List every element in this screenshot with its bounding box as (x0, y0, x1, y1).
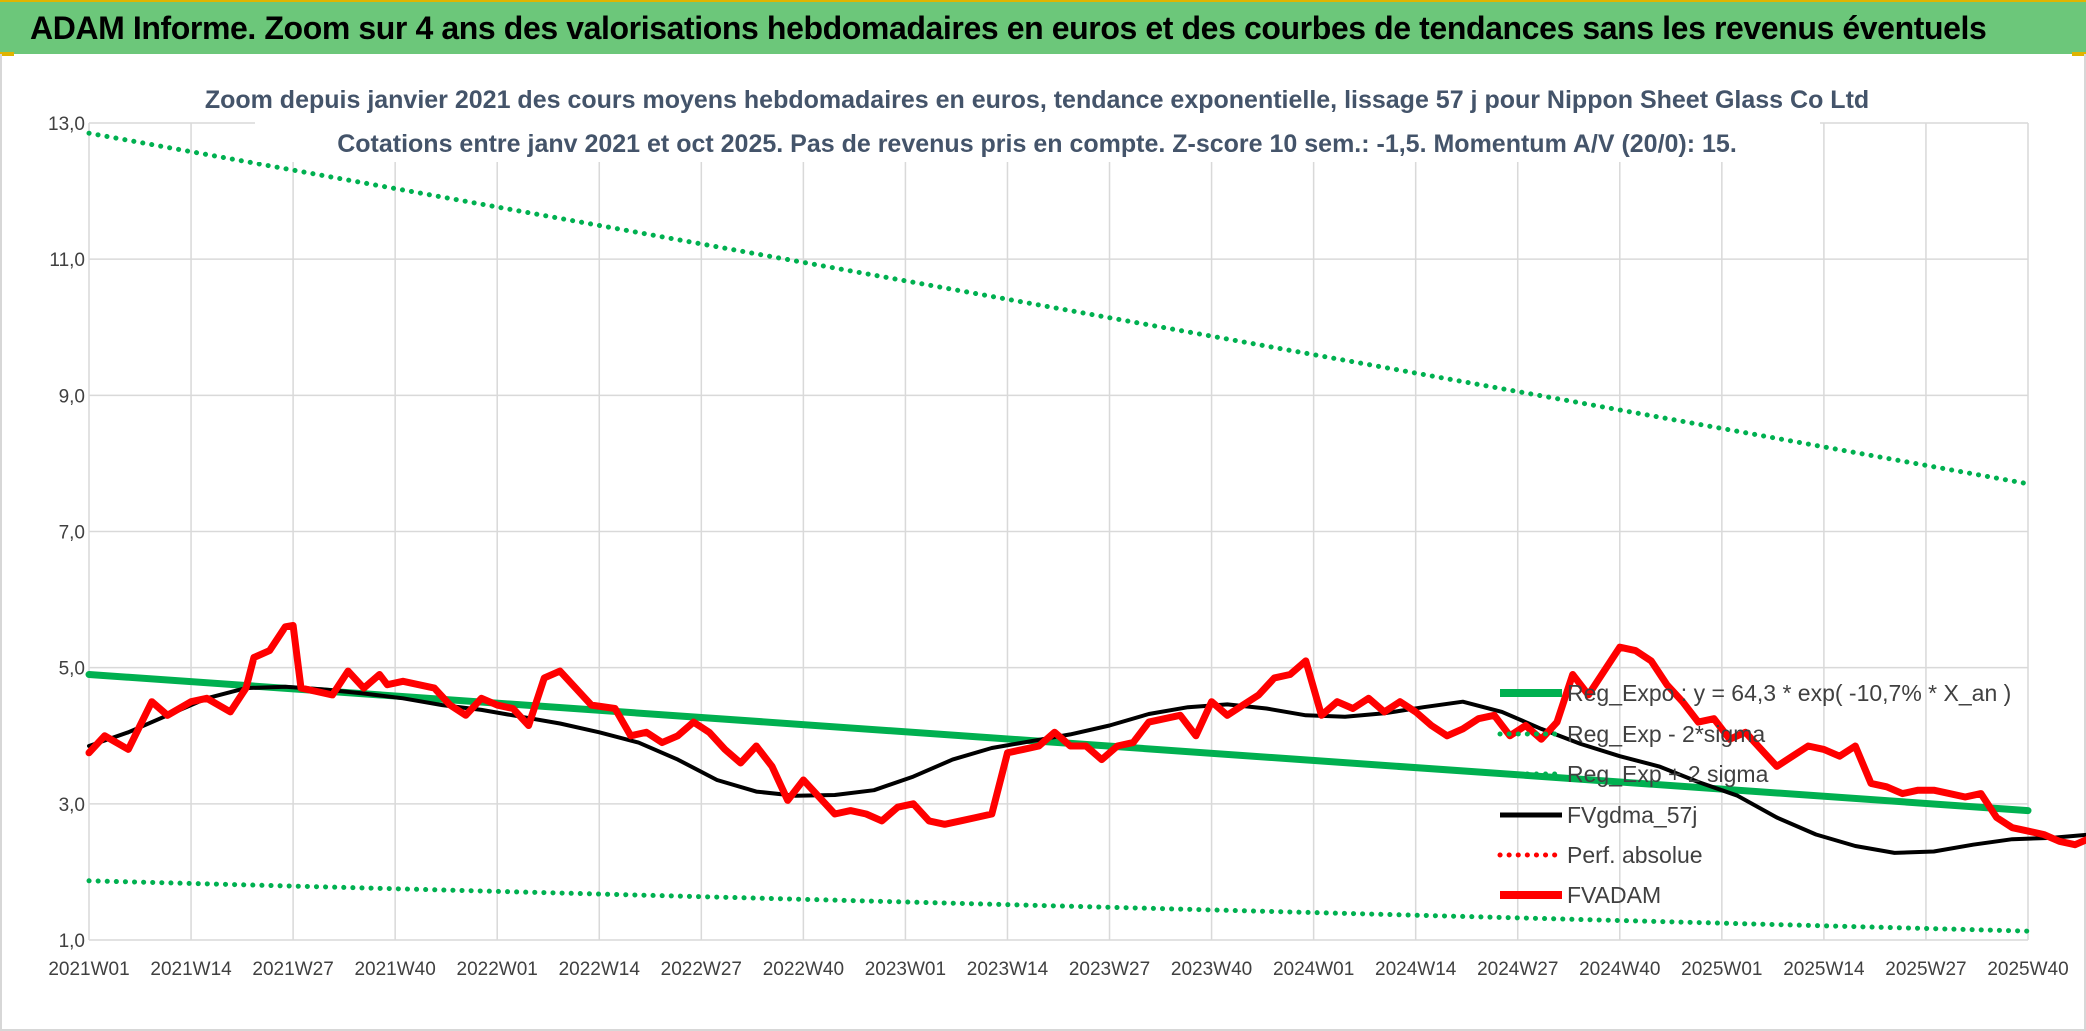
y-tick-label: 9,0 (59, 386, 85, 407)
x-tick-label: 2024W14 (1375, 959, 1457, 980)
x-tick-label: 2025W01 (1681, 959, 1762, 980)
x-tick-label: 2023W01 (865, 959, 946, 980)
series-line-fvadam (85, 622, 2086, 849)
chart-frame (0, 54, 2086, 1031)
y-tick-label: 7,0 (59, 523, 85, 544)
legend-label-reg-exp-minus: Reg_Exp - 2*sigma (1567, 721, 1765, 747)
legend-item-perf-absolue: Perf. absolue (1497, 842, 1703, 868)
series-layer (85, 130, 2086, 934)
tick-layer: 1,0 3,0 5,0 7,0 9,0 11,0 13,0 2021W01 2021W14 202… (48, 114, 2069, 980)
chart-title: Zoom depuis janvier 2021 des cours moyen… (205, 86, 1869, 114)
x-tick-label: 2023W14 (967, 959, 1049, 980)
x-tick-label: 2025W14 (1783, 959, 1865, 980)
header-title: ADAM Informe. Zoom sur 4 ans des valoris… (30, 10, 1987, 46)
legend: Reg_Expo : y = 64,3 * exp( -10,7% * X_an… (1497, 680, 2011, 908)
x-tick-label: 2025W40 (1987, 959, 2068, 980)
x-tick-label: 2023W40 (1171, 959, 1252, 980)
legend-label-perf-absolue: Perf. absolue (1567, 842, 1703, 868)
legend-label-fvgdma: FVgdma_57j (1567, 802, 1697, 828)
y-tick-label: 5,0 (59, 659, 85, 680)
series-line-reg-expo (85, 671, 2032, 815)
x-tick-label: 2021W14 (150, 959, 232, 980)
y-tick-label: 13,0 (48, 114, 85, 135)
legend-label-reg-exp-plus: Reg_Exp + 2 sigma (1567, 761, 1769, 787)
legend-item-fvgdma: FVgdma_57j (1500, 802, 1697, 828)
banner-corner-right (2072, 52, 2086, 56)
x-tick-label: 2022W40 (763, 959, 844, 980)
series-line-reg-exp (86, 878, 2031, 934)
chart-title-background (255, 82, 1820, 162)
x-tick-label: 2024W01 (1273, 959, 1354, 980)
legend-label-fvadam: FVADAM (1567, 882, 1661, 908)
x-tick-label: 2024W40 (1579, 959, 1660, 980)
banner-corner-left (0, 52, 14, 56)
legend-item-reg-exp-plus: Reg_Exp + 2 sigma (1497, 761, 1769, 787)
chart-title-group: Zoom depuis janvier 2021 des cours moyen… (205, 82, 1869, 162)
legend-item-reg-expo: Reg_Expo : y = 64,3 * exp( -10,7% * X_an… (1500, 680, 2011, 706)
y-tick-label: 3,0 (59, 795, 85, 816)
grid-layer (88, 122, 2029, 941)
y-tick-label: 11,0 (49, 250, 85, 271)
x-tick-label: 2021W27 (252, 959, 333, 980)
x-tick-label: 2025W27 (1885, 959, 1966, 980)
x-tick-label: 2023W27 (1069, 959, 1150, 980)
x-tick-label: 2024W27 (1477, 959, 1558, 980)
legend-item-reg-exp-minus: Reg_Exp - 2*sigma (1497, 721, 1765, 747)
x-tick-label: 2022W01 (457, 959, 538, 980)
series-line-fvgdma-57j (87, 684, 2086, 855)
series-line-reg-exp (86, 130, 2031, 487)
chart-subtitle: Cotations entre janv 2021 et oct 2025. P… (337, 130, 1737, 158)
y-tick-label: 1,0 (59, 931, 85, 952)
x-tick-label: 2021W01 (48, 959, 129, 980)
legend-item-fvadam: FVADAM (1500, 882, 1661, 908)
x-tick-label: 2022W27 (661, 959, 742, 980)
legend-label-reg-expo: Reg_Expo : y = 64,3 * exp( -10,7% * X_an… (1567, 680, 2011, 706)
x-tick-label: 2021W40 (354, 959, 435, 980)
x-tick-label: 2022W14 (559, 959, 641, 980)
header-banner: ADAM Informe. Zoom sur 4 ans des valoris… (0, 0, 2086, 54)
